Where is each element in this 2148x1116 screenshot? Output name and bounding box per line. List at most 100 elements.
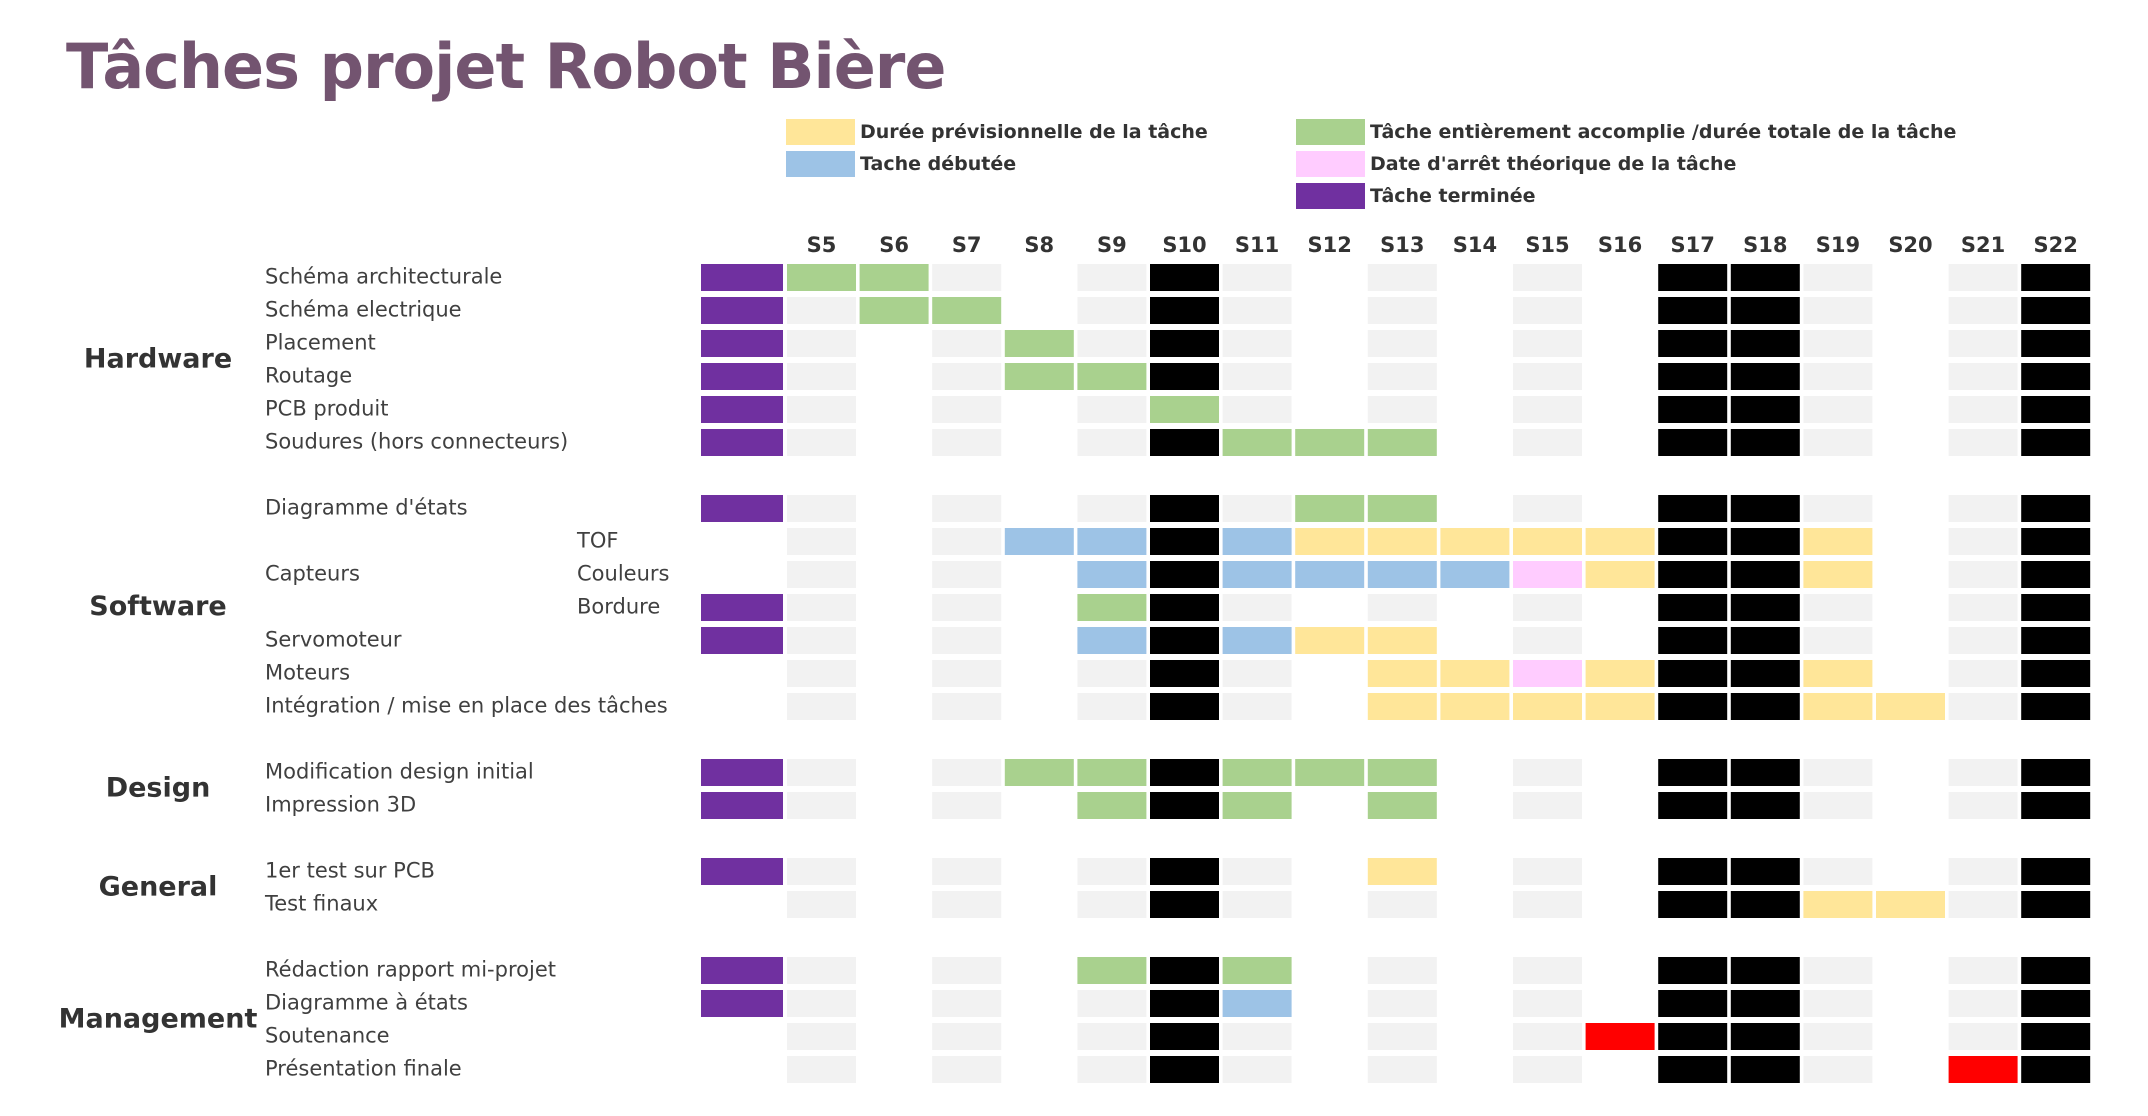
gantt-cell	[1948, 363, 2018, 390]
gantt-cell	[787, 792, 856, 819]
gantt-cell	[1513, 429, 1582, 456]
gantt-cell	[1150, 297, 1219, 324]
gantt-cell	[932, 957, 1002, 984]
gantt-cell	[932, 297, 1002, 324]
gantt-cell	[1077, 693, 1147, 720]
gantt-cell	[932, 1056, 1002, 1083]
task-label: Modification design initial	[265, 760, 534, 784]
gantt-cell	[1658, 264, 1728, 291]
gantt-cell	[1876, 891, 1945, 918]
gantt-cell	[1295, 495, 1365, 522]
gantt-cell	[1803, 957, 1873, 984]
gantt-cell	[1658, 759, 1728, 786]
gantt-cell	[1222, 1023, 1292, 1050]
gantt-cell	[1222, 429, 1292, 456]
column-header-s8: S8	[1024, 233, 1054, 257]
finished-cell	[701, 297, 783, 324]
gantt-cell	[1440, 561, 1510, 588]
gantt-cell	[787, 363, 856, 390]
finished-cell	[701, 330, 783, 357]
gantt-cell	[1513, 1056, 1582, 1083]
gantt-cell	[1367, 891, 1437, 918]
gantt-cell	[1730, 330, 1800, 357]
gantt-cell	[1730, 792, 1800, 819]
gantt-cell	[2021, 264, 2091, 291]
gantt-cell	[1948, 627, 2018, 654]
subtask-label: Bordure	[577, 595, 660, 619]
group-label-design: Design	[106, 773, 211, 804]
task-label: Schéma architecturale	[265, 265, 502, 289]
gantt-cell	[1658, 594, 1728, 621]
gantt-cell	[1658, 1056, 1728, 1083]
gantt-cell	[1004, 759, 1074, 786]
gantt-cell	[1077, 627, 1147, 654]
gantt-cell	[1077, 759, 1147, 786]
gantt-cell	[787, 330, 856, 357]
gantt-cell	[1367, 495, 1437, 522]
gantt-cell	[1585, 693, 1655, 720]
gantt-cell	[2021, 561, 2091, 588]
gantt-cell	[787, 759, 856, 786]
finished-cell	[701, 957, 783, 984]
gantt-cell	[1730, 759, 1800, 786]
gantt-cell	[1803, 495, 1873, 522]
gantt-cell	[1222, 693, 1292, 720]
gantt-cell	[1295, 561, 1365, 588]
gantt-cell	[1150, 330, 1219, 357]
gantt-cell	[1658, 561, 1728, 588]
gantt-cell	[2021, 396, 2091, 423]
gantt-cell	[1658, 495, 1728, 522]
gantt-cell	[787, 495, 856, 522]
gantt-cell	[2021, 792, 2091, 819]
gantt-cell	[2021, 1056, 2091, 1083]
gantt-cell	[1948, 396, 2018, 423]
gantt-cell	[787, 990, 856, 1017]
gantt-cell	[1222, 1056, 1292, 1083]
gantt-cell	[1077, 330, 1147, 357]
gantt-cell	[1295, 429, 1365, 456]
gantt-cell	[1222, 396, 1292, 423]
gantt-cell	[787, 660, 856, 687]
gantt-cell	[1367, 264, 1437, 291]
gantt-cell	[932, 1023, 1002, 1050]
gantt-cell	[1803, 693, 1873, 720]
gantt-cell	[1803, 792, 1873, 819]
gantt-cell	[1513, 660, 1582, 687]
gantt-cell	[1004, 330, 1074, 357]
group-label-management: Management	[59, 1004, 258, 1035]
gantt-cell	[932, 627, 1002, 654]
finished-cell	[701, 858, 783, 885]
gantt-cell	[1948, 330, 2018, 357]
gantt-cell	[1367, 396, 1437, 423]
legend-item-started: Tache débutée	[786, 150, 1016, 178]
finished-cell	[701, 594, 783, 621]
gantt-cell	[1150, 561, 1219, 588]
gantt-cell	[1730, 858, 1800, 885]
task-label: PCB produit	[265, 397, 388, 421]
gantt-cell	[1367, 660, 1437, 687]
gantt-cell	[787, 429, 856, 456]
gantt-cell	[2021, 957, 2091, 984]
gantt-cell	[1803, 429, 1873, 456]
gantt-cell	[932, 660, 1002, 687]
legend-item-completed-ratio: Tâche entièrement accomplie /durée total…	[1296, 118, 1956, 146]
gantt-cell	[1513, 957, 1582, 984]
gantt-cell	[1730, 1023, 1800, 1050]
gantt-cell	[1803, 297, 1873, 324]
gantt-cell	[1440, 528, 1510, 555]
column-header-s12: S12	[1308, 233, 1352, 257]
gantt-cell	[1803, 330, 1873, 357]
gantt-cell	[1513, 627, 1582, 654]
gantt-cell	[1948, 693, 2018, 720]
column-header-s11: S11	[1235, 233, 1279, 257]
gantt-cell	[1367, 957, 1437, 984]
task-label: Soutenance	[265, 1024, 390, 1048]
gantt-cell	[1948, 594, 2018, 621]
gantt-cell	[932, 495, 1002, 522]
gantt-cell	[1948, 264, 2018, 291]
gantt-cell	[1150, 660, 1219, 687]
task-label: Impression 3D	[265, 793, 416, 817]
column-header-s19: S19	[1816, 233, 1860, 257]
gantt-cell	[1513, 759, 1582, 786]
gantt-cell	[1150, 759, 1219, 786]
